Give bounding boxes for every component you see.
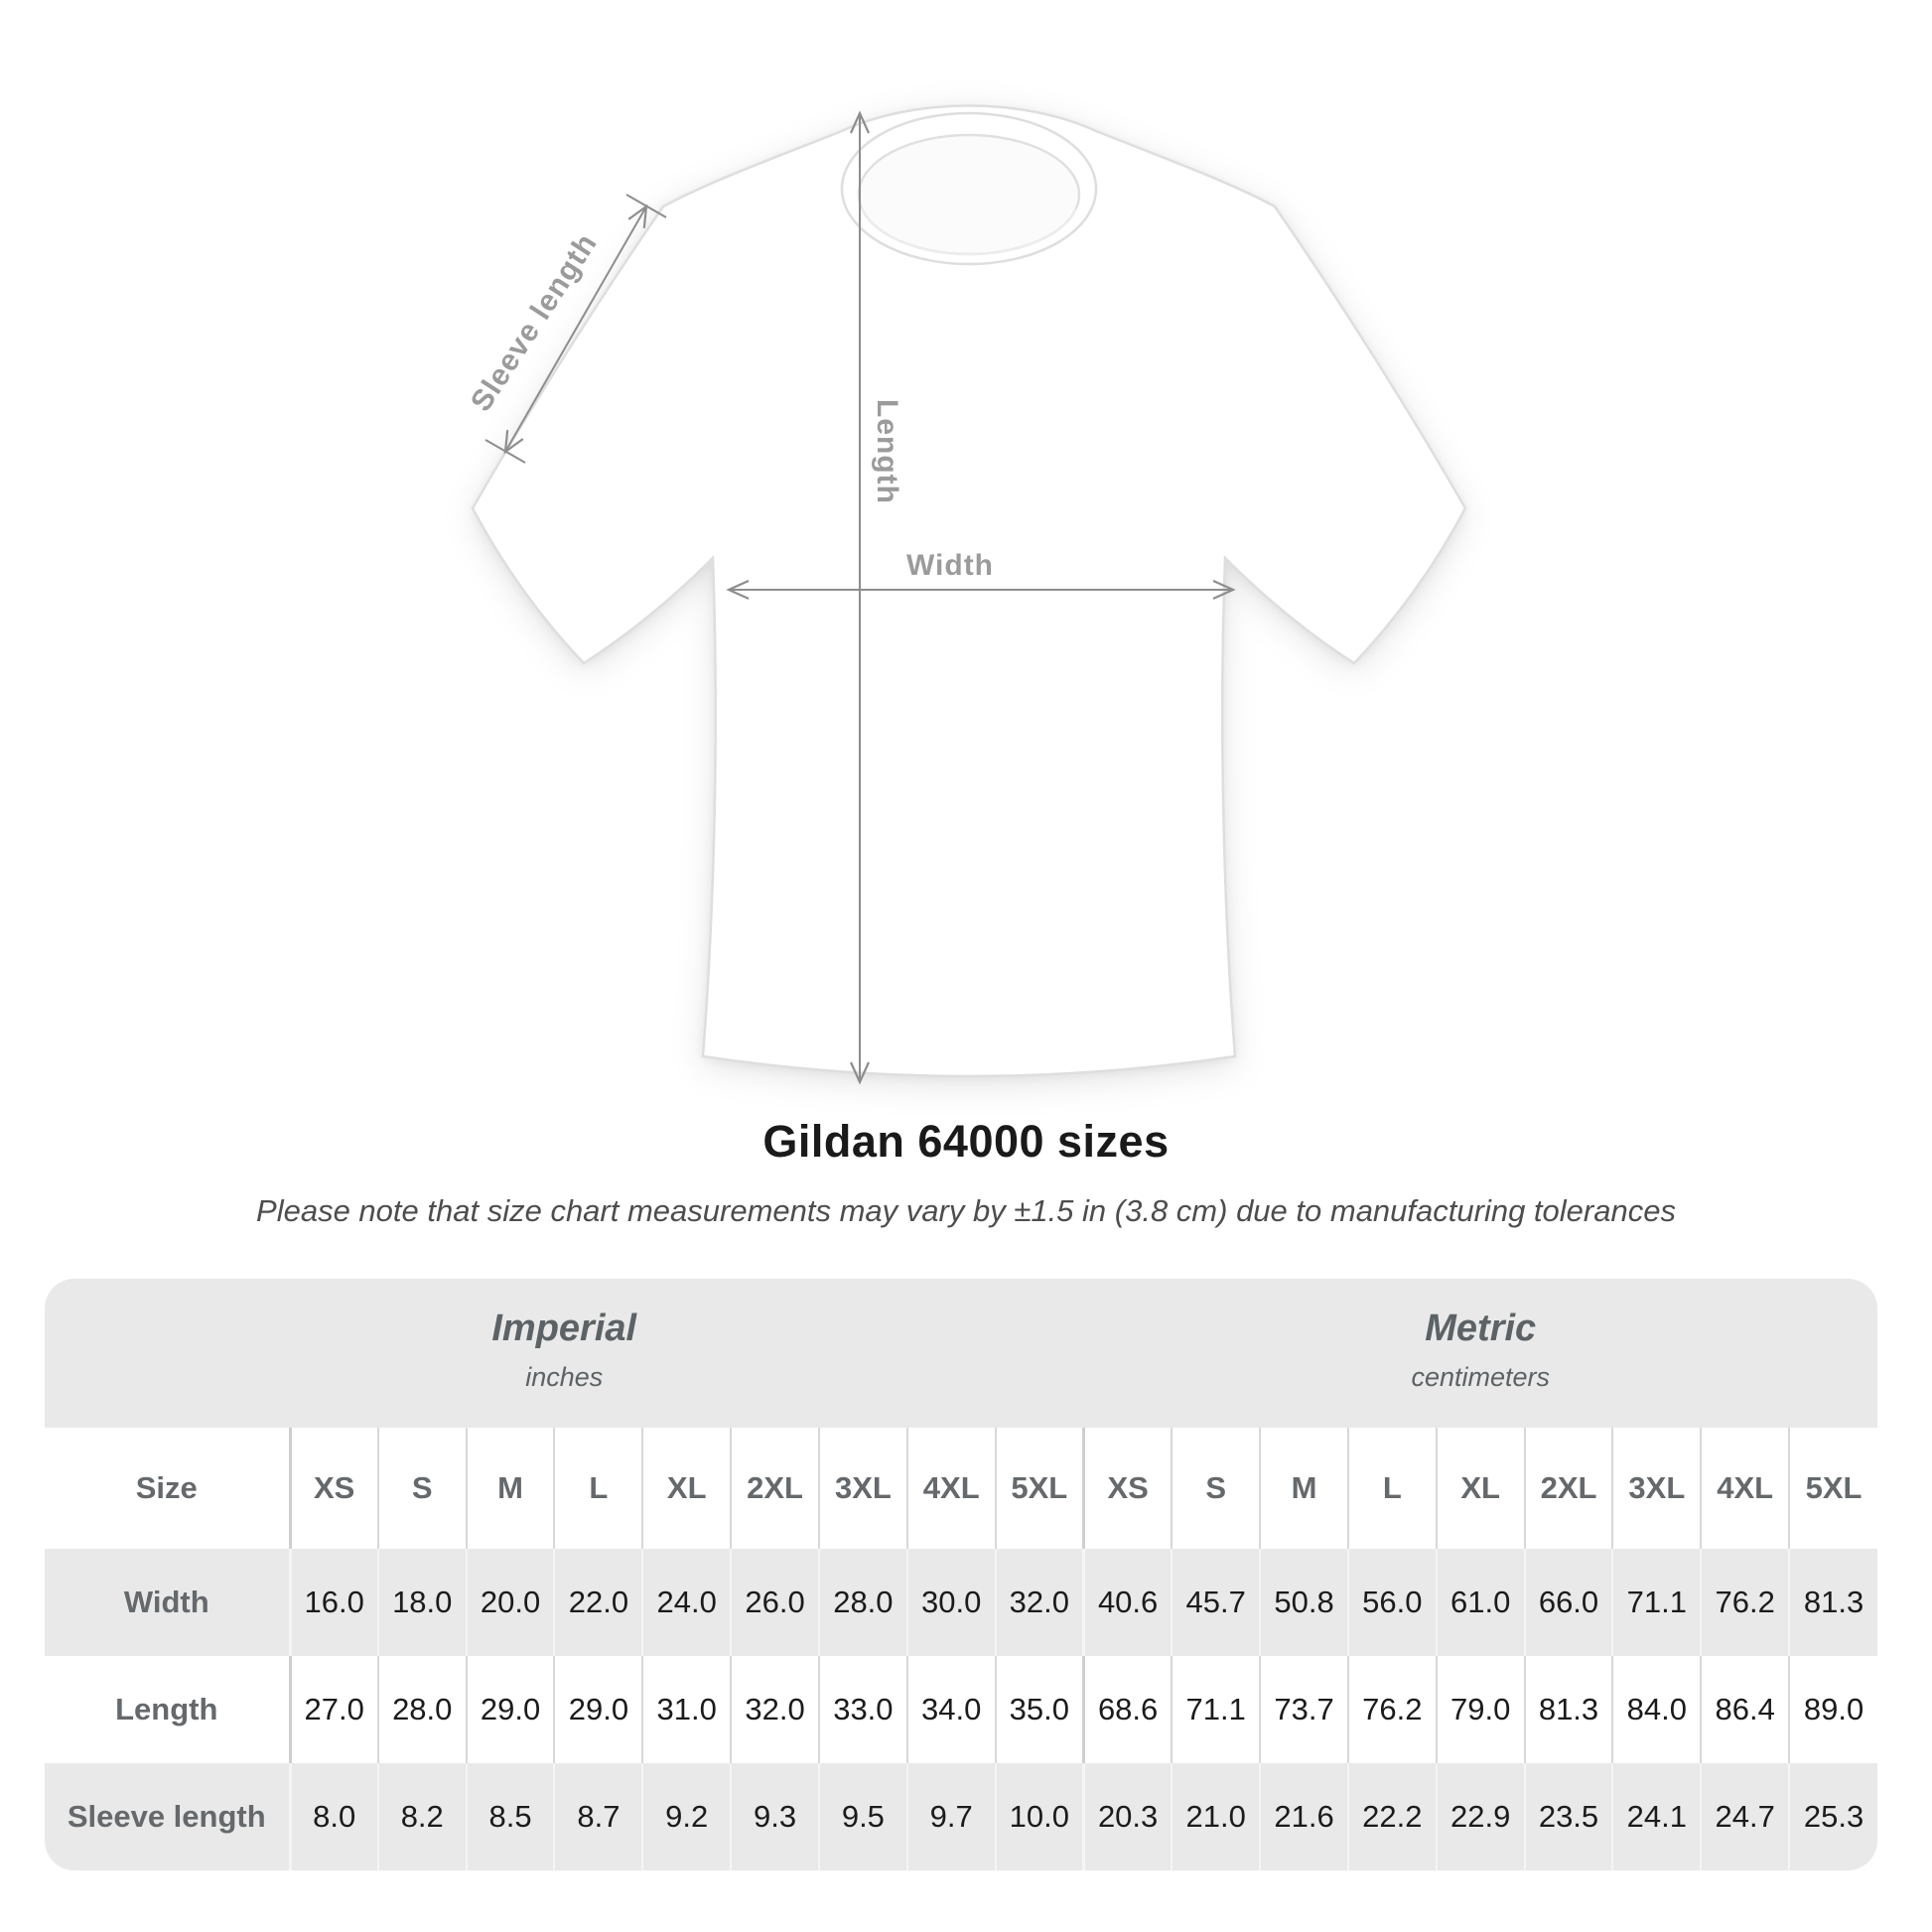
size-header-metric-m: M [1259, 1428, 1348, 1549]
tshirt-collar-stitch [861, 207, 1077, 256]
row-sleeve-length: Sleeve length 8.0 8.2 8.5 8.7 9.2 9.3 9.5 9.7 10.… [45, 1763, 1877, 1870]
value-cell: 9.2 [641, 1763, 732, 1870]
value-cell: 10.0 [994, 1763, 1084, 1870]
value-cell: 81.3 [1788, 1549, 1877, 1656]
value-cell: 20.0 [465, 1549, 555, 1656]
value-cell: 22.2 [1346, 1763, 1437, 1870]
value-cell: 86.4 [1700, 1656, 1790, 1763]
value-cell: 22.9 [1435, 1763, 1525, 1870]
size-header-metric-l: L [1346, 1428, 1437, 1549]
imperial-group-header: Imperial inches [45, 1279, 1084, 1428]
value-cell: 71.1 [1611, 1549, 1702, 1656]
value-cell: 31.0 [641, 1656, 732, 1763]
value-cell: 76.2 [1700, 1549, 1790, 1656]
size-header-metric-4xl: 4XL [1700, 1428, 1790, 1549]
size-header-imperial-s: S [376, 1428, 467, 1549]
size-header-imperial-3xl: 3XL [817, 1428, 907, 1549]
value-cell: 16.0 [288, 1549, 378, 1656]
value-cell: 26.0 [730, 1549, 819, 1656]
value-cell: 84.0 [1611, 1656, 1702, 1763]
size-header-metric-5xl: 5XL [1788, 1428, 1877, 1549]
value-cell: 8.5 [465, 1763, 555, 1870]
value-cell: 56.0 [1346, 1549, 1437, 1656]
unit-group-label: Imperial [491, 1308, 637, 1349]
value-cell: 8.2 [376, 1763, 467, 1870]
size-header-metric-s: S [1171, 1428, 1261, 1549]
value-cell: 22.0 [553, 1549, 643, 1656]
value-cell: 73.7 [1259, 1656, 1348, 1763]
value-cell: 32.0 [994, 1549, 1084, 1656]
value-cell: 25.3 [1788, 1763, 1877, 1870]
value-cell: 29.0 [553, 1656, 643, 1763]
size-header-imperial-xl: XL [641, 1428, 732, 1549]
row-width: Width 16.0 18.0 20.0 22.0 24.0 26.0 28.0 30.0 32.… [45, 1549, 1877, 1656]
unit-group-unit: centimeters [1411, 1362, 1550, 1392]
size-header-row: Size XS S M L XL 2XL 3XL 4XL 5XL XS S M L XL 2XL 3XL 4XL 5… [45, 1428, 1877, 1549]
row-label: Sleeve length [45, 1763, 290, 1870]
value-cell: 27.0 [288, 1656, 378, 1763]
value-cell: 28.0 [376, 1656, 467, 1763]
unit-group-row: Imperial inches Metric centimeters [45, 1279, 1877, 1428]
size-column-header: Size [135, 1470, 198, 1505]
value-cell: 29.0 [465, 1656, 555, 1763]
size-header-imperial-m: M [465, 1428, 555, 1549]
value-cell: 9.3 [730, 1763, 819, 1870]
page-title: Gildan 64000 sizes [762, 1116, 1170, 1167]
unit-group-unit: inches [525, 1362, 604, 1392]
metric-group-header: Metric centimeters [1083, 1279, 1877, 1428]
value-cell: 21.0 [1171, 1763, 1261, 1870]
value-cell: 21.6 [1259, 1763, 1348, 1870]
size-header-imperial-4xl: 4XL [905, 1428, 996, 1549]
value-cell: 9.5 [817, 1763, 907, 1870]
value-cell: 24.0 [641, 1549, 732, 1656]
value-cell: 40.6 [1081, 1549, 1173, 1656]
value-cell: 71.1 [1171, 1656, 1261, 1763]
size-header-metric-2xl: 2XL [1523, 1428, 1613, 1549]
value-cell: 18.0 [376, 1549, 467, 1656]
value-cell: 68.6 [1081, 1656, 1173, 1763]
sleeve-dimension-end-tick-top [625, 194, 667, 218]
width-label: Width [906, 549, 994, 582]
value-cell: 66.0 [1523, 1549, 1613, 1656]
size-header-imperial-l: L [553, 1428, 643, 1549]
value-cell: 79.0 [1435, 1656, 1525, 1763]
value-cell: 34.0 [905, 1656, 996, 1763]
value-cell: 50.8 [1259, 1549, 1348, 1656]
size-table-grid: Imperial inches Metric centimeters Size XS S M L… [45, 1279, 1877, 1870]
unit-group-label: Metric [1425, 1308, 1537, 1349]
row-label: Length [115, 1692, 218, 1726]
value-cell: 76.2 [1346, 1656, 1437, 1763]
value-cell: 81.3 [1523, 1656, 1613, 1763]
value-cell: 20.3 [1081, 1763, 1173, 1870]
value-cell: 45.7 [1171, 1549, 1261, 1656]
value-cell: 23.5 [1523, 1763, 1613, 1870]
value-cell: 35.0 [994, 1656, 1084, 1763]
row-length: Length 27.0 28.0 29.0 29.0 31.0 32.0 33.0 34.0 35… [45, 1656, 1877, 1763]
size-table: Imperial inches Metric centimeters Size XS S M L… [45, 1279, 1877, 1870]
size-header-metric-xs: XS [1081, 1428, 1173, 1549]
value-cell: 30.0 [905, 1549, 996, 1656]
size-header-imperial-xs: XS [288, 1428, 378, 1549]
value-cell: 8.7 [553, 1763, 643, 1870]
length-label: Length [871, 399, 903, 504]
value-cell: 89.0 [1788, 1656, 1877, 1763]
size-header-imperial-2xl: 2XL [730, 1428, 819, 1549]
page-subtitle: Please note that size chart measurements… [256, 1193, 1676, 1228]
size-header-metric-xl: XL [1435, 1428, 1525, 1549]
row-label: Width [45, 1549, 290, 1656]
value-cell: 33.0 [817, 1656, 907, 1763]
value-cell: 8.0 [288, 1763, 378, 1870]
value-cell: 24.7 [1700, 1763, 1790, 1870]
value-cell: 32.0 [730, 1656, 819, 1763]
value-cell: 24.1 [1611, 1763, 1702, 1870]
tshirt-measurement-diagram: Sleeve length Length Width [465, 104, 1467, 1085]
sleeve-dimension-end-tick-bottom [484, 439, 526, 464]
value-cell: 28.0 [817, 1549, 907, 1656]
sleeve-dimension-line [503, 204, 648, 455]
value-cell: 61.0 [1435, 1549, 1525, 1656]
value-cell: 9.7 [905, 1763, 996, 1870]
size-header-metric-3xl: 3XL [1611, 1428, 1702, 1549]
size-header-imperial-5xl: 5XL [994, 1428, 1084, 1549]
